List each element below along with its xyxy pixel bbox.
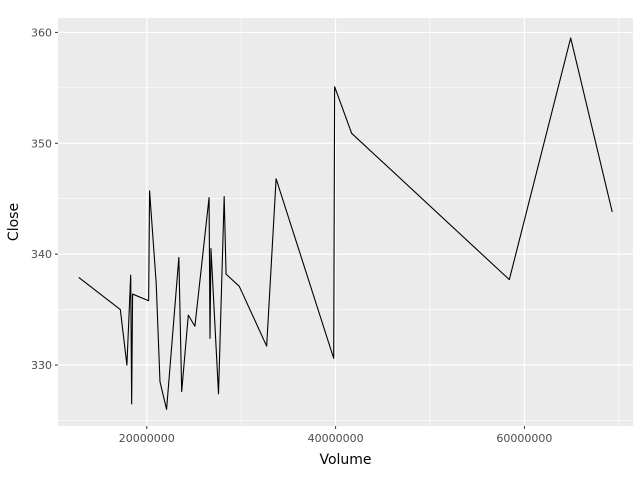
axis-tick-labels: 20000000 40000000 60000000 330 340 350 360 [31,26,552,445]
y-tick-label: 330 [31,359,52,372]
y-axis-title: Close [6,203,22,241]
y-tick-label: 340 [31,248,52,261]
close-vs-volume-line [78,37,613,410]
x-axis-title: Volume [319,452,371,468]
axis-ticks [55,31,525,429]
y-tick-label: 360 [31,26,52,39]
x-tick-label: 20000000 [119,432,175,445]
y-tick-label: 350 [31,137,52,150]
minor-gridlines [58,18,633,426]
x-tick-label: 40000000 [308,432,364,445]
x-tick-label: 60000000 [496,432,552,445]
data-series [78,37,613,410]
plot-panel [58,18,633,426]
